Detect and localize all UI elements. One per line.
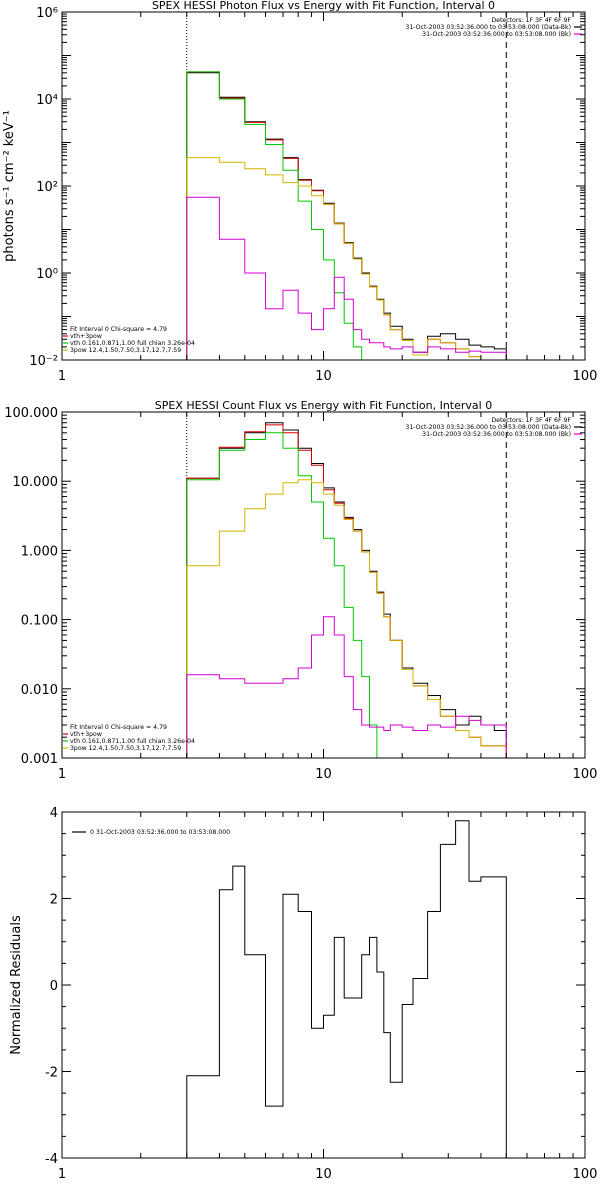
y-tick-label: 0.001: [21, 752, 58, 767]
series-line-data-bk: [186, 422, 507, 758]
series-line-0-31-oct-2003-03-52-36-000-to-03-53-08-000: [186, 820, 507, 1158]
fit-legend-text: vth 0.161,0.871,1.00 full chian 3.26e-04: [70, 340, 195, 347]
fit-legend-text: vth+3pow: [70, 333, 102, 340]
y-tick-label: 4: [50, 806, 58, 821]
y-tick-label: 10⁶: [36, 6, 58, 21]
x-tick-label: 10: [315, 1167, 332, 1182]
x-tick-label: 1: [58, 369, 66, 384]
y-axis-label: Normalized Residuals: [9, 915, 24, 1055]
series-group: [186, 820, 507, 1158]
y-tick-label: 10²: [36, 180, 58, 195]
x-tick-label: 100: [573, 1167, 598, 1182]
legend-text: 31-Oct-2003 03:52:36.000 to 03:53:08.000…: [422, 31, 571, 38]
series-line-data-bk: [186, 72, 507, 360]
series-line-3pow: [186, 157, 495, 360]
series-line-vth-3pow: [186, 424, 507, 758]
y-tick-label: 0.100: [21, 614, 58, 629]
y-tick-label: 1.000: [21, 544, 58, 559]
fit-legend-text: vth+3pow: [70, 731, 102, 738]
y-tick-label: 10.000: [13, 475, 59, 490]
y-axis-label: photons s⁻¹ cm⁻² keV⁻¹: [2, 110, 17, 262]
chart-panel-3: 1 10 100 -4 -2 0 2 4 Normalized Residuals 0 31-Oc…: [9, 806, 598, 1182]
y-tick-label: 10⁴: [36, 93, 58, 108]
x-tick-label: 100: [573, 767, 598, 782]
legend-text: Detectors: 1F 3F 4F 6F 9F: [491, 17, 571, 24]
legend-text: Detectors: 1F 3F 4F 6F 9F: [491, 417, 571, 424]
x-tick-label: 10: [315, 369, 332, 384]
chart-panel-1: SPEX HESSI Photon Flux vs Energy with Fi…: [2, 0, 598, 384]
y-tick-label: -4: [45, 1152, 58, 1167]
legend-text: 31-Oct-2003 03:52:36.000 to 03:53:08.000…: [422, 431, 571, 438]
y-tick-label: 0.010: [21, 683, 58, 698]
y-tick-label: 10⁻²: [29, 354, 58, 369]
y-tick-label: 10⁰: [36, 267, 58, 282]
y-tick-label: 2: [50, 893, 58, 908]
x-tick-label: 10: [315, 767, 332, 782]
fit-legend-text: 3pow 12.4,1.50,7.50,3.17,12.7,7.59: [70, 347, 181, 354]
x-tick-label: 1: [58, 767, 66, 782]
series-group: [186, 71, 507, 360]
legend-text: 0 31-Oct-2003 03:52:36.000 to 03:53:08.0…: [90, 829, 230, 836]
fit-legend-text: vth 0.161,0.871,1.00 full chian 3.26e-04: [70, 738, 195, 745]
series-line-3pow: [186, 479, 507, 758]
series-line-vth: [186, 71, 363, 360]
series-line-bk: [186, 196, 507, 360]
legend-text: 31-Oct-2003 03:52:36.000 to 03:53:08.000…: [405, 424, 571, 431]
x-tick-label: 100: [573, 369, 598, 384]
y-tick-label: -2: [45, 1066, 58, 1081]
series-line-bk: [186, 616, 507, 758]
y-tick-label: 100.000: [4, 406, 58, 421]
legend-text: 31-Oct-2003 03:52:36.000 to 03:53:08.000…: [405, 24, 571, 31]
chart-title: SPEX HESSI Count Flux vs Energy with Fit…: [155, 399, 492, 412]
series-line-vth: [186, 432, 378, 758]
fit-legend-text: Fit Interval 0 Chi-square = 4.79: [70, 724, 167, 731]
x-tick-label: 1: [58, 1167, 66, 1182]
fit-legend-text: Fit Interval 0 Chi-square = 4.79: [70, 326, 167, 333]
y-tick-label: 0: [50, 979, 58, 994]
series-group: [186, 422, 507, 758]
chart-title: SPEX HESSI Photon Flux vs Energy with Fi…: [152, 0, 495, 12]
series-line-vth-3pow: [186, 71, 495, 360]
fit-legend-text: 3pow 12.4,1.50,7.50,3.17,12.7,7.59: [70, 745, 181, 752]
chart-panel-2: SPEX HESSI Count Flux vs Energy with Fit…: [4, 399, 598, 782]
